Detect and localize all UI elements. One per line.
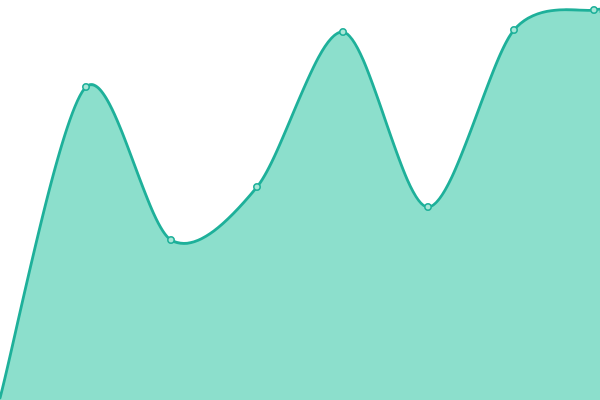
- area-fill: [0, 9, 600, 400]
- data-point-markers: [82, 6, 598, 245]
- data-point-marker: [338, 27, 347, 36]
- data-point-marker: [509, 25, 518, 34]
- data-point-marker: [589, 6, 598, 15]
- data-point-marker: [253, 183, 262, 192]
- data-point-marker: [82, 83, 91, 92]
- data-point-marker: [423, 203, 432, 212]
- data-point-marker: [167, 236, 176, 245]
